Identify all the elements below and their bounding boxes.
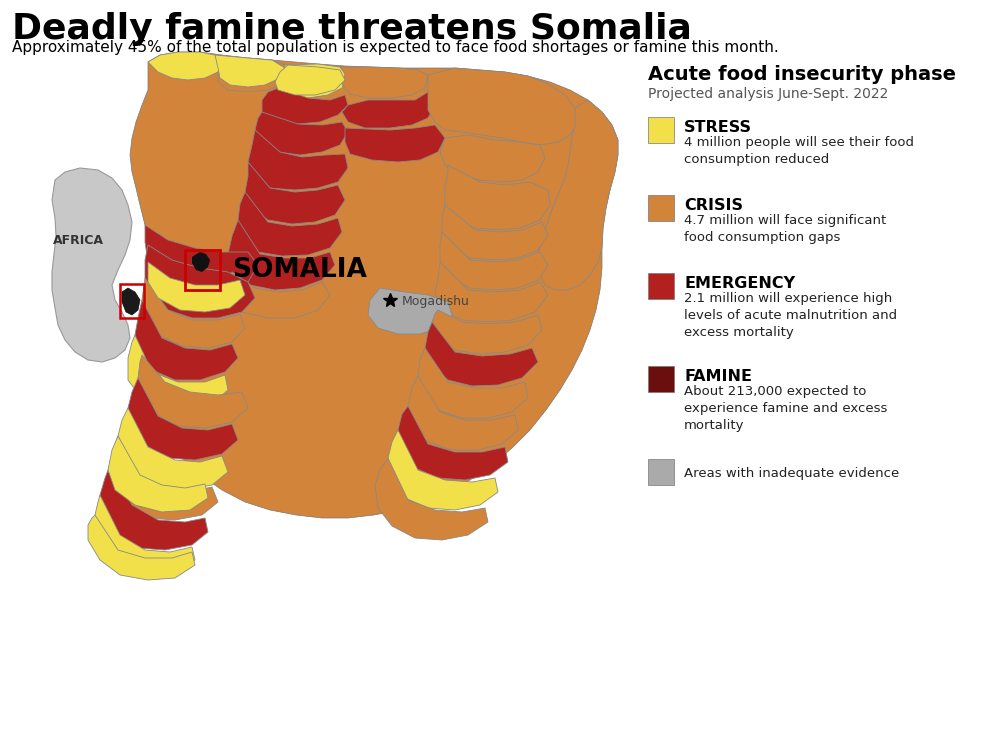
Polygon shape <box>192 252 210 272</box>
Polygon shape <box>408 376 518 450</box>
Text: FAMINE: FAMINE <box>684 369 752 384</box>
Polygon shape <box>538 100 618 290</box>
Polygon shape <box>218 58 290 92</box>
Polygon shape <box>398 406 508 480</box>
Polygon shape <box>248 130 348 190</box>
Polygon shape <box>122 288 140 315</box>
Bar <box>120 284 144 318</box>
Polygon shape <box>262 88 348 124</box>
Polygon shape <box>418 348 528 418</box>
Polygon shape <box>95 495 195 575</box>
Polygon shape <box>442 205 548 260</box>
Text: AFRICA: AFRICA <box>52 233 104 247</box>
Text: Mogadishu: Mogadishu <box>402 296 470 308</box>
Bar <box>648 366 674 392</box>
Text: Approximately 45% of the total population is expected to face food shortages or : Approximately 45% of the total populatio… <box>12 40 779 55</box>
Polygon shape <box>228 220 335 290</box>
Polygon shape <box>388 430 498 510</box>
Text: STRESS: STRESS <box>684 120 752 135</box>
Polygon shape <box>255 112 348 155</box>
Text: Acute food insecurity phase: Acute food insecurity phase <box>648 65 956 84</box>
Text: 2.1 million will experience high
levels of acute malnutrition and
excess mortali: 2.1 million will experience high levels … <box>684 292 897 339</box>
Polygon shape <box>278 64 348 98</box>
Text: Deadly famine threatens Somalia: Deadly famine threatens Somalia <box>12 12 692 46</box>
Polygon shape <box>428 68 578 145</box>
Text: EMERGENCY: EMERGENCY <box>684 276 795 291</box>
Polygon shape <box>145 245 255 318</box>
Bar <box>648 459 674 485</box>
Bar <box>648 273 674 299</box>
Polygon shape <box>225 272 330 318</box>
Polygon shape <box>375 458 488 540</box>
Polygon shape <box>238 192 342 256</box>
Polygon shape <box>445 165 550 230</box>
Polygon shape <box>100 465 208 550</box>
Polygon shape <box>345 125 445 162</box>
Text: Areas with inadequate evidence: Areas with inadequate evidence <box>684 467 899 480</box>
Bar <box>185 250 220 290</box>
Polygon shape <box>432 310 542 354</box>
Text: 4 million people will see their food
consumption reduced: 4 million people will see their food con… <box>684 136 914 166</box>
Polygon shape <box>440 232 548 290</box>
Text: Projected analysis June-Sept. 2022: Projected analysis June-Sept. 2022 <box>648 87 888 101</box>
Polygon shape <box>130 52 618 518</box>
Text: SOMALIA: SOMALIA <box>232 257 367 283</box>
Polygon shape <box>128 335 228 410</box>
Polygon shape <box>440 135 545 182</box>
Polygon shape <box>128 378 238 460</box>
Polygon shape <box>148 262 245 312</box>
Polygon shape <box>52 168 132 362</box>
Polygon shape <box>142 278 245 348</box>
Polygon shape <box>245 162 345 224</box>
Polygon shape <box>215 55 285 87</box>
Polygon shape <box>148 52 222 80</box>
Polygon shape <box>342 92 435 128</box>
Text: CRISIS: CRISIS <box>684 198 743 213</box>
Text: About 213,000 expected to
experience famine and excess
mortality: About 213,000 expected to experience fam… <box>684 385 887 432</box>
Polygon shape <box>138 355 248 428</box>
Text: 4.7 million will face significant
food consumption gaps: 4.7 million will face significant food c… <box>684 214 886 244</box>
Bar <box>648 117 674 143</box>
Polygon shape <box>108 436 208 512</box>
Bar <box>648 195 674 221</box>
Polygon shape <box>88 515 195 580</box>
Polygon shape <box>275 65 345 95</box>
Polygon shape <box>110 436 218 520</box>
Polygon shape <box>368 288 452 334</box>
Polygon shape <box>340 67 428 98</box>
Polygon shape <box>118 408 228 490</box>
Polygon shape <box>135 300 238 380</box>
Polygon shape <box>425 322 538 386</box>
Polygon shape <box>435 262 548 322</box>
Polygon shape <box>145 225 258 292</box>
